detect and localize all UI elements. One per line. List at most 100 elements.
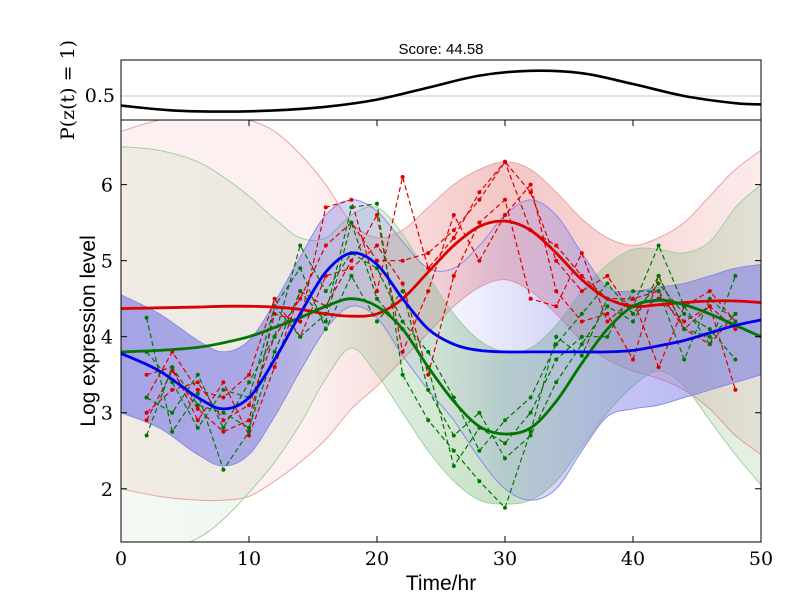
green-replicate-point <box>733 319 738 324</box>
green-replicate-point <box>503 441 507 446</box>
green-replicate-point <box>605 334 610 339</box>
red-replicate-point <box>656 365 661 370</box>
x-axis-label: Time/hr <box>406 572 476 595</box>
green-replicate-point <box>605 281 610 286</box>
red-replicate-point <box>554 243 559 248</box>
x-tick-label: 30 <box>493 548 517 570</box>
green-replicate-point <box>605 304 610 309</box>
green-replicate-point <box>528 410 533 415</box>
y-axis-label: Log expression level <box>77 235 100 426</box>
green-replicate-point <box>554 380 559 385</box>
red-replicate-point <box>375 289 379 294</box>
green-replicate-point <box>272 334 277 339</box>
green-replicate-point <box>195 372 200 377</box>
green-replicate-point <box>298 289 303 294</box>
main-panel: 0 10 20 30 40 50 2 3 4 5 6 Time/hr Log expression … <box>77 119 773 595</box>
red-replicate-point <box>528 296 533 301</box>
red-replicate-point <box>554 289 559 294</box>
red-replicate-point <box>349 266 354 271</box>
red-replicate-point <box>733 327 738 332</box>
blue-confidence-band <box>121 199 761 501</box>
green-replicate-point <box>298 243 303 248</box>
red-replicate-point <box>503 197 507 202</box>
red-replicate-point <box>503 213 507 217</box>
red-replicate-trace <box>146 198 736 399</box>
green-replicate-point <box>426 387 431 392</box>
red-replicate-point <box>170 387 175 392</box>
y-tick-label: 5 <box>101 251 113 273</box>
green-replicate-point <box>426 349 431 354</box>
red-replicate-point <box>605 273 610 278</box>
red-replicate-point <box>195 418 200 423</box>
red-replicate-point <box>221 395 226 400</box>
top-ticks: 0.5 <box>85 85 126 107</box>
red-replicate-point <box>323 243 328 248</box>
blue-band-upper-edge <box>121 199 761 353</box>
red-replicate-point <box>477 258 482 263</box>
red-replicate-point <box>221 418 226 423</box>
red-replicate-point <box>247 418 251 423</box>
green-replicate-point <box>195 403 200 408</box>
green-replicate-point <box>195 391 200 396</box>
red-replicate-point <box>707 289 712 294</box>
red-replicate-point <box>195 406 200 411</box>
red-replicate-point <box>477 190 482 195</box>
green-replicate-point <box>503 456 507 461</box>
red-replicate-point <box>400 281 405 286</box>
main-frame <box>120 119 762 543</box>
green-replicate-point <box>579 334 584 339</box>
green-replicate-point <box>707 327 712 332</box>
green-replicate-point <box>400 289 405 294</box>
green-replicate-point <box>503 505 507 510</box>
green-replicate-point <box>579 311 584 316</box>
green-replicate-point <box>579 342 584 347</box>
green-replicate-point <box>656 281 661 286</box>
red-replicate-point <box>631 357 635 362</box>
green-replicate-point <box>144 315 149 320</box>
green-replicate-point <box>323 327 328 332</box>
red-replicate-point <box>170 368 175 373</box>
green-replicate-point <box>451 433 456 438</box>
blue-band-lower-edge <box>121 305 761 501</box>
red-replicate-point <box>579 289 584 294</box>
green-replicate-point <box>144 433 149 438</box>
red-replicate-point <box>451 235 456 240</box>
green-replicate-point <box>631 289 635 294</box>
main-ticks: 0 10 20 30 40 50 2 3 4 5 6 <box>101 120 773 570</box>
red-replicate-point <box>554 304 559 309</box>
top-y-tick-label: 0.5 <box>85 85 115 107</box>
y-tick-label: 6 <box>101 175 113 197</box>
green-replicate-point <box>733 311 738 316</box>
red-replicate-trace <box>146 183 736 438</box>
red-replicate-point <box>375 258 379 263</box>
red-replicate-point <box>426 289 431 294</box>
red-replicate-point <box>144 418 149 423</box>
green-replicate-point <box>247 429 251 434</box>
green-replicate-point <box>477 410 482 415</box>
green-replicate-point <box>221 410 226 415</box>
red-replicate-point <box>503 159 507 164</box>
green-replicate-point <box>323 289 328 294</box>
green-replicate-point <box>656 289 661 294</box>
red-replicate-point <box>451 228 456 233</box>
top-plot <box>121 69 761 113</box>
main-plot <box>121 120 761 542</box>
red-replicate-point <box>375 243 379 248</box>
green-replicate-point <box>272 349 277 354</box>
probability-curve <box>121 69 761 113</box>
red-replicate-point <box>554 258 559 263</box>
red-replicate-point <box>247 433 251 438</box>
green-replicate-point <box>707 334 712 339</box>
green-replicate-trace <box>146 220 736 468</box>
y-tick-label: 4 <box>101 327 113 349</box>
red-replicate-point <box>349 197 354 202</box>
green-replicate-point <box>503 418 507 423</box>
red-replicate-point <box>477 220 482 225</box>
green-replicate-point <box>682 311 687 316</box>
green-mean-curve <box>121 297 761 436</box>
top-ylabel: P(z(t) = 1) <box>57 40 79 140</box>
green-replicate-point <box>400 319 405 324</box>
red-replicate-point <box>451 213 456 217</box>
x-tick-label: 10 <box>237 548 261 570</box>
green-replicate-point <box>221 425 226 430</box>
